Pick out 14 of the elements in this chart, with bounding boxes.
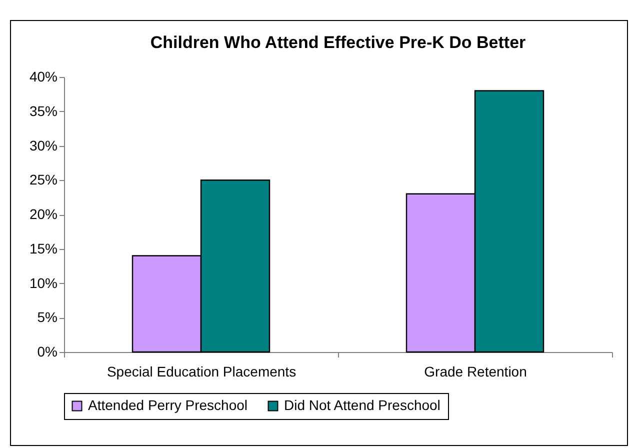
y-tick-label: 40% [29,68,58,84]
y-tick-label: 5% [37,309,58,326]
x-tick-label: Special Education Placements [106,364,296,380]
y-tick-label: 0% [37,344,58,360]
y-tick-label: 15% [29,240,58,256]
chart-title: Children Who Attend Effective Pre-K Do Better [150,33,526,52]
y-tick-label: 30% [29,137,58,154]
y-tick-label: 20% [29,206,58,222]
y-tick-label: 10% [29,274,58,291]
x-tick-label: Grade Retention [424,364,527,380]
y-tick-label: 25% [29,172,58,188]
y-tick-label: 35% [29,102,58,119]
legend-label: Did Not Attend Preschool [284,397,440,413]
legend-label: Attended Perry Preschool [88,397,248,413]
